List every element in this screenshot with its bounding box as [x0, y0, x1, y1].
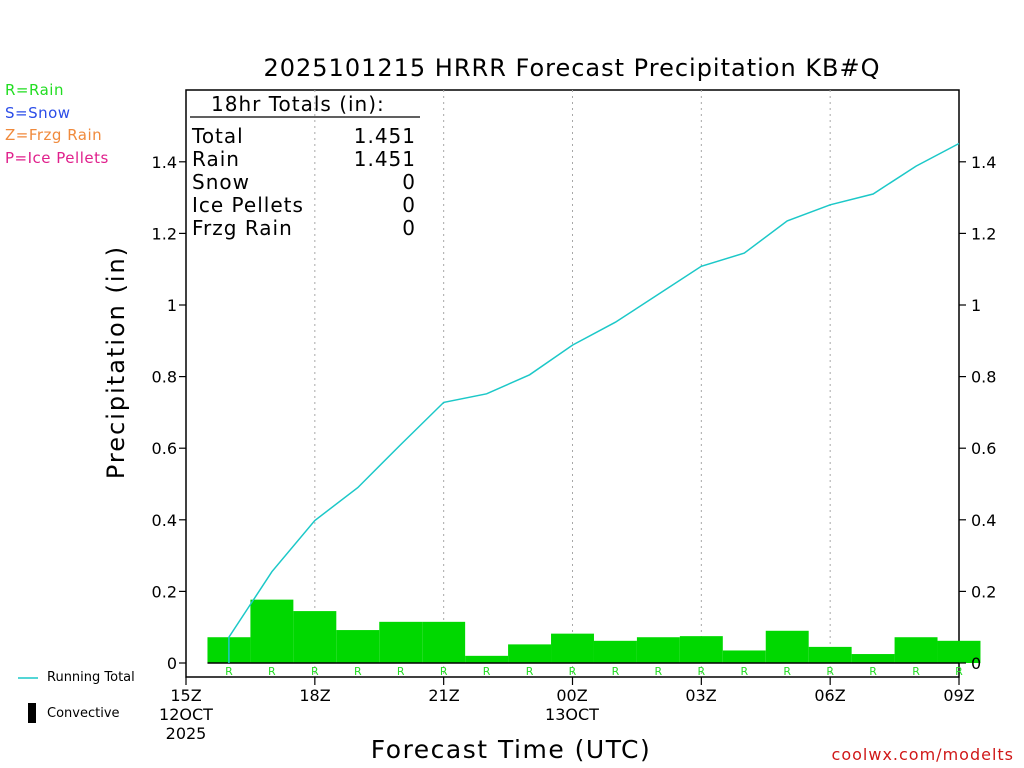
x-axis-ticks	[185, 677, 960, 685]
ptype-marker: R	[311, 665, 319, 678]
x-tick-line: 15Z	[170, 686, 202, 705]
y-tick-label-right: 0.6	[971, 439, 996, 458]
hourly-precip-bars	[207, 599, 981, 664]
precip-bar	[293, 611, 337, 663]
ptype-marker: R	[268, 665, 276, 678]
x-tick-line: 12OCT	[159, 705, 213, 724]
precip-bar	[636, 637, 680, 663]
ptype-marker: R	[698, 665, 706, 678]
y-axis: 0 00.2 0.20.4 0.40.6 0.60.8 0.81 11.2 1.21.4 1.4	[152, 153, 997, 673]
chart-title: 2025101215 HRRR Forecast Precipitation K…	[263, 54, 880, 82]
x-tick-label-06z: 06Z	[790, 686, 870, 705]
y-tick-label-right: 0.4	[971, 511, 996, 530]
totals-label-frzg-rain: Frzg Rain	[192, 216, 293, 240]
y-axis-label: Precipitation (in)	[102, 245, 130, 479]
totals-header: 18hr Totals (in):	[211, 92, 385, 116]
y-tick-label-left: 1.2	[152, 224, 177, 243]
x-tick-line: 09Z	[943, 686, 975, 705]
ptype-marker: R	[655, 665, 663, 678]
x-tick-label-18z: 18Z	[275, 686, 355, 705]
y-tick-label-left: 1	[167, 296, 177, 315]
convective-legend-swatch	[28, 703, 36, 723]
ptype-marker: R	[955, 665, 963, 678]
running-total-line	[228, 142, 960, 663]
x-tick-line: 06Z	[814, 686, 846, 705]
totals-value-rain: 1.451	[354, 147, 416, 171]
y-tick-label-right: 1	[971, 296, 981, 315]
x-tick-line: 21Z	[428, 686, 460, 705]
precip-bar	[765, 630, 809, 663]
totals-value-frzg-rain: 0	[402, 216, 416, 240]
precip-bar	[937, 640, 981, 663]
y-tick-label-left: 0.2	[152, 582, 177, 601]
precip-bar	[379, 621, 423, 663]
vertical-gridlines	[314, 90, 831, 677]
ptype-marker: R	[526, 665, 534, 678]
totals-label-ice-pellets: Ice Pellets	[192, 193, 304, 217]
y-tick-label-left: 0.4	[152, 511, 177, 530]
x-tick-line: 03Z	[685, 686, 717, 705]
running-total-legend-label: Running Total	[47, 670, 135, 685]
legend-rain: R=Rain	[5, 81, 64, 99]
totals-value-ice-pellets: 0	[402, 193, 416, 217]
ptype-marker: R	[912, 665, 920, 678]
ptype-marker: R	[440, 665, 448, 678]
x-tick-label-00z: 00Z 13OCT	[532, 686, 612, 724]
precip-bar	[336, 630, 380, 663]
ptype-marker: R	[783, 665, 791, 678]
precip-bar	[593, 640, 637, 663]
legend-snow: S=Snow	[5, 104, 71, 122]
x-tick-label-21z: 21Z	[404, 686, 484, 705]
precip-bar	[894, 637, 938, 663]
totals-box: 18hr Totals (in): Total 1.451 Rain 1.451…	[190, 92, 420, 240]
totals-value-snow: 0	[402, 170, 416, 194]
x-tick-line: 00Z	[556, 686, 588, 705]
legend-ice-pellets: P=Ice Pellets	[5, 149, 109, 167]
x-tick-line: 18Z	[299, 686, 331, 705]
y-tick-label-left: 0.8	[152, 368, 177, 387]
y-tick-label-right: 1.2	[971, 224, 996, 243]
precip-bar	[808, 646, 852, 663]
precip-bar	[851, 654, 895, 663]
ptype-marker: R	[612, 665, 620, 678]
convective-legend-label: Convective	[47, 706, 120, 721]
x-axis-label: Forecast Time (UTC)	[371, 735, 651, 764]
totals-label-rain: Rain	[192, 147, 240, 171]
precip-bar	[679, 636, 723, 663]
legend-frzg-rain: Z=Frzg Rain	[5, 126, 103, 144]
y-tick-label-left: 0	[167, 654, 177, 673]
y-tick-label-left: 1.4	[152, 153, 177, 172]
ptype-marker: R	[869, 665, 877, 678]
x-tick-label-09z: 09Z	[919, 686, 999, 705]
ptype-marker: R	[354, 665, 362, 678]
totals-label-snow: Snow	[192, 170, 250, 194]
totals-value-total: 1.451	[354, 124, 416, 148]
credit-link[interactable]: coolwx.com/modelts	[831, 745, 1014, 764]
y-tick-label-right: 0.2	[971, 582, 996, 601]
ptype-marker: R	[397, 665, 405, 678]
precip-bar	[722, 650, 766, 663]
x-tick-label-03z: 03Z	[661, 686, 741, 705]
precip-bar	[422, 621, 466, 663]
totals-label-total: Total	[191, 124, 244, 148]
precip-bar	[465, 655, 509, 663]
x-tick-label-15z: 15Z 12OCT 2025	[146, 686, 226, 743]
y-tick-label-left: 0.6	[152, 439, 177, 458]
precip-bar	[250, 599, 294, 663]
ptype-marker: R	[740, 665, 748, 678]
ptype-marker: R	[569, 665, 577, 678]
ptype-marker: R	[225, 665, 233, 678]
y-tick-label-right: 1.4	[971, 153, 996, 172]
ptype-marker: R	[826, 665, 834, 678]
precip-bar	[551, 633, 594, 663]
ptype-marker: R	[483, 665, 491, 678]
precip-bar	[508, 644, 552, 663]
x-tick-line: 2025	[165, 724, 207, 743]
y-tick-label-right: 0.8	[971, 368, 996, 387]
x-tick-line: 13OCT	[545, 705, 599, 724]
y-tick-label-right: 0	[971, 654, 981, 673]
